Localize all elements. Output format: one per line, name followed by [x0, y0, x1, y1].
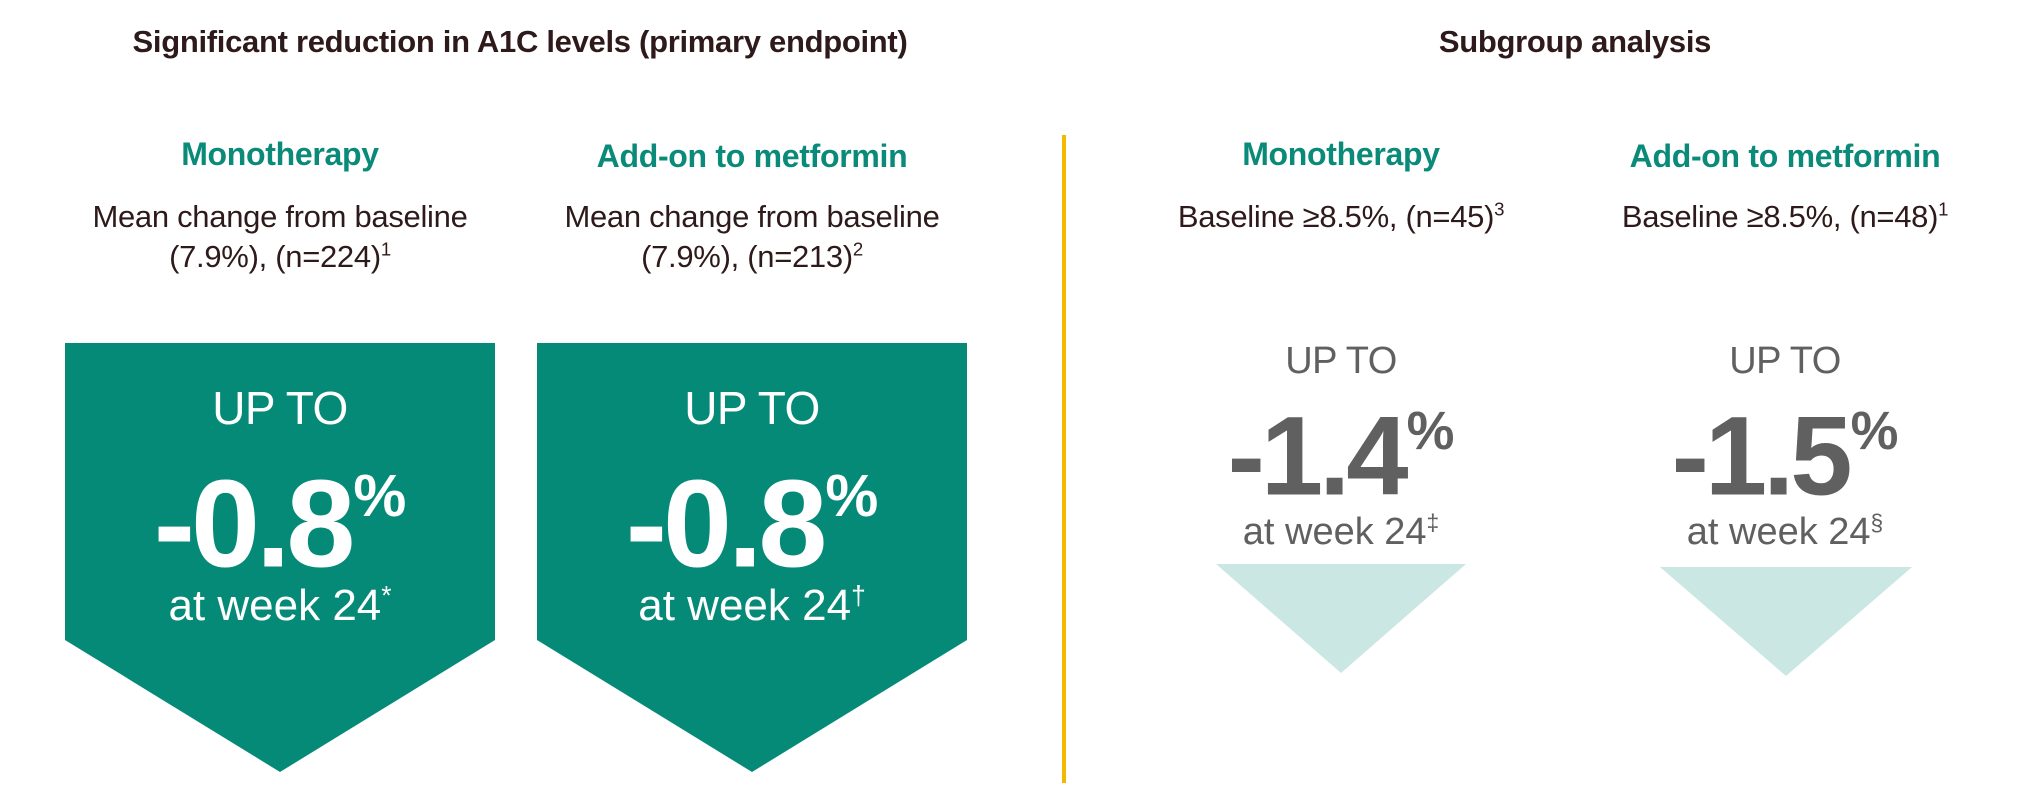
- primary-sub-line2: (7.9%), (n=224)1: [169, 238, 391, 274]
- subgroup-label-addon-metformin: Add-on to metformin: [1629, 138, 1941, 174]
- down-triangle-icon: [1660, 567, 1912, 676]
- footnote-mark: †: [851, 580, 866, 611]
- stat-value: -0.8%: [625, 455, 879, 594]
- subgroup-baseline: Baseline ≥8.5%, (n=45)3: [1177, 198, 1505, 234]
- subgroup-baseline: Baseline ≥8.5%, (n=48)1: [1621, 198, 1949, 234]
- primary-col-monotherapy: Monotherapy Mean change from baseline (7…: [30, 136, 530, 277]
- chevron-shape-icon: [537, 343, 967, 772]
- primary-label-addon-metformin: Add-on to metformin: [596, 138, 908, 174]
- week-label: at week 24§: [1686, 509, 1884, 553]
- stat-value: -1.5%: [1671, 393, 1899, 519]
- stat-value: -0.8%: [153, 455, 407, 594]
- up-to-label: UP TO: [212, 382, 348, 434]
- primary-sub-line1: Mean change from baseline: [564, 199, 940, 234]
- subgroup-stat-monotherapy: UP TO -1.4% at week 24‡: [1141, 340, 1541, 554]
- footnote-mark: *: [381, 580, 392, 611]
- subgroup-stat-addon-metformin: UP TO -1.5% at week 24§: [1585, 340, 1985, 554]
- primary-sub-line2: (7.9%), (n=213)2: [641, 238, 863, 274]
- footnote-ref: 1: [1938, 198, 1949, 220]
- week-label: at week 24†: [638, 580, 866, 630]
- up-to-label: UP TO: [684, 382, 820, 434]
- up-to-label: UP TO: [1729, 340, 1841, 382]
- footnote-ref: 2: [852, 238, 863, 260]
- chevron-down-badge-icon: UP TO -0.8% at week 24*: [65, 343, 495, 773]
- subgroup-analysis-title: Subgroup analysis: [1438, 24, 1712, 59]
- footnote-mark: §: [1870, 509, 1884, 536]
- footnote-ref: 3: [1494, 198, 1505, 220]
- section-divider: [1062, 135, 1066, 783]
- stat-value: -1.4%: [1227, 393, 1455, 519]
- primary-sub-line1: Mean change from baseline: [92, 199, 468, 234]
- chevron-down-badge-icon: UP TO -0.8% at week 24†: [537, 343, 967, 773]
- subgroup-label-monotherapy: Monotherapy: [1242, 136, 1440, 172]
- footnote-mark: ‡: [1426, 509, 1440, 536]
- week-label: at week 24*: [168, 580, 392, 630]
- primary-col-addon-metformin: Add-on to metformin Mean change from bas…: [502, 138, 1002, 277]
- subgroup-col-addon-metformin: Add-on to metformin Baseline ≥8.5%, (n=4…: [1560, 138, 2010, 237]
- chevron-shape-icon: [65, 343, 495, 772]
- subgroup-col-monotherapy: Monotherapy Baseline ≥8.5%, (n=45)3: [1116, 136, 1566, 237]
- primary-label-monotherapy: Monotherapy: [181, 136, 379, 172]
- primary-endpoint-title: Significant reduction in A1C levels (pri…: [132, 24, 908, 59]
- footnote-ref: 1: [380, 238, 391, 260]
- up-to-label: UP TO: [1285, 340, 1397, 382]
- week-label: at week 24‡: [1242, 509, 1440, 553]
- down-triangle-icon: [1216, 564, 1466, 673]
